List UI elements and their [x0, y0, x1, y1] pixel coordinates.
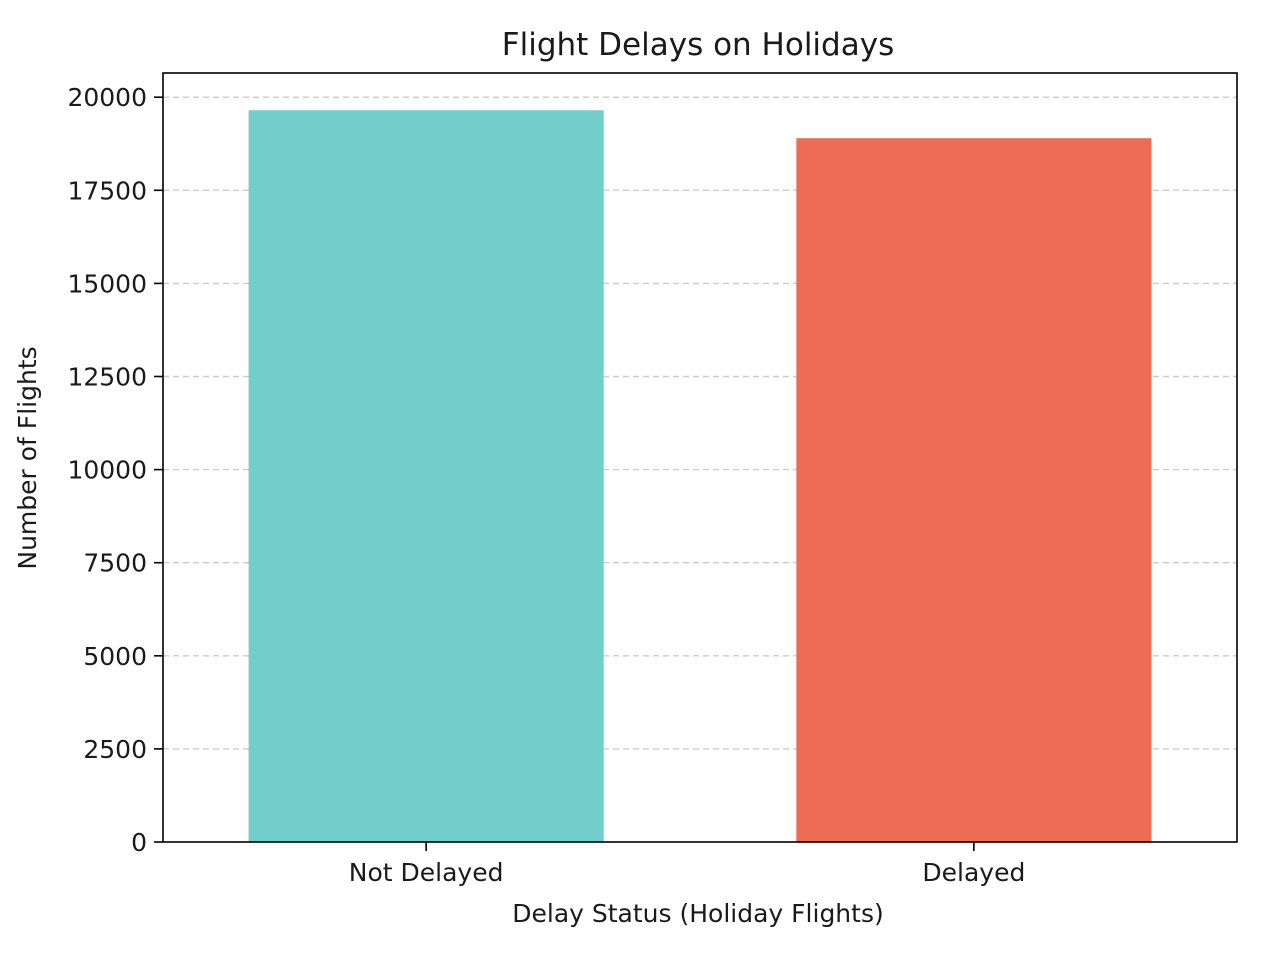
y-tick-label: 15000	[67, 269, 147, 298]
y-tick-label: 20000	[67, 83, 147, 112]
y-axis-title: Number of Flights	[13, 346, 42, 569]
x-tick-label: Not Delayed	[349, 858, 504, 887]
x-axis-title: Delay Status (Holiday Flights)	[512, 899, 883, 928]
x-tick-label: Delayed	[922, 858, 1025, 887]
bars	[248, 110, 1152, 843]
y-tick-label: 12500	[67, 363, 147, 392]
y-tick-label: 2500	[83, 735, 147, 764]
chart-title: Flight Delays on Holidays	[502, 27, 894, 63]
y-tick-label: 5000	[83, 642, 147, 671]
bar-not-delayed	[248, 110, 604, 843]
plot-frame	[162, 72, 1238, 843]
y-tick-label: 7500	[83, 549, 147, 578]
bar-delayed	[796, 138, 1152, 842]
y-tick-label: 17500	[67, 176, 147, 205]
y-tick-label: 10000	[67, 456, 147, 485]
y-tick-label: 0	[131, 828, 147, 857]
y-axis-ticks: 0 2500 5000 7500 10000 12500 15000 17500 20000	[67, 83, 163, 857]
x-axis-ticks: Not Delayed Delayed	[349, 842, 1025, 887]
